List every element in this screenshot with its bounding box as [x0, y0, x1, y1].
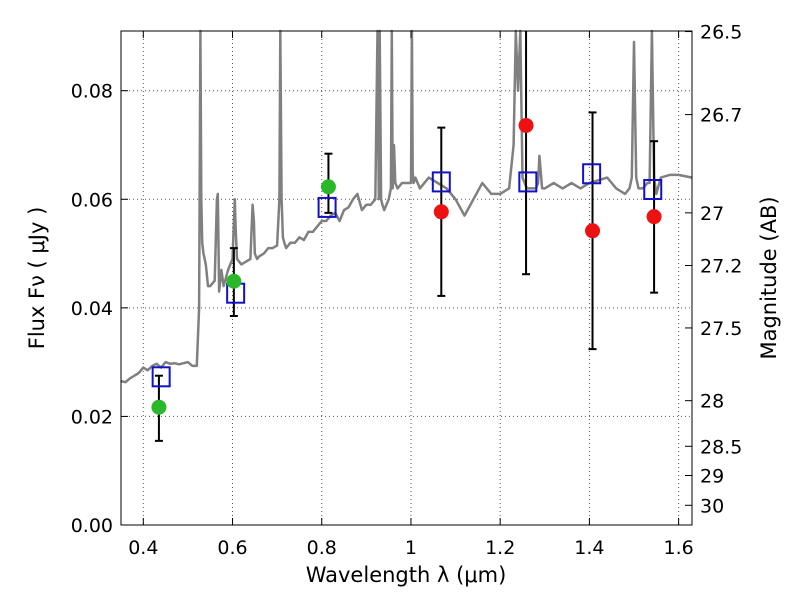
x-tick-label: 0.8 [307, 537, 337, 559]
y-tick-label: 0.06 [71, 189, 113, 211]
plot-frame [120, 30, 693, 526]
x-tick-label: 0.4 [128, 537, 158, 559]
y2-tick-label: 26.5 [700, 22, 742, 44]
x-tick-label: 1.2 [485, 537, 515, 559]
upper-limit-point [585, 223, 601, 239]
error-bars [154, 31, 659, 442]
axis-ticks: 0.4 0.6 0.8 1 1.2 1.4 1.6 0.00 0.02 0.04 0.06 0.08 2… [71, 22, 743, 559]
y-tick-label: 0.08 [71, 81, 113, 103]
y2-tick-label: 29 [700, 465, 724, 487]
model-photometry-square [643, 179, 663, 201]
detection-point [320, 179, 336, 195]
sed-model-series [120, 29, 693, 384]
model-photometry-square [317, 196, 337, 218]
y2-tick-label: 30 [700, 495, 724, 517]
y-axis-label: Flux Fν ( μJy ) [25, 207, 49, 350]
model-photometry-square [518, 171, 538, 193]
y2-tick-label: 27 [700, 203, 724, 225]
y-tick-label: 0.00 [71, 515, 113, 537]
y2-tick-label: 27.5 [700, 318, 742, 340]
model-photometry-square [431, 171, 451, 193]
detection-point [226, 273, 242, 289]
y2-axis-label: Magnitude (AB) [757, 196, 781, 359]
upper-limit-point [518, 117, 534, 133]
x-tick-label: 1 [405, 537, 417, 559]
upper-limit-point [433, 204, 449, 220]
model-photometry-square [151, 366, 171, 388]
x-tick-label: 0.6 [217, 537, 247, 559]
y2-tick-label: 27.2 [700, 256, 742, 278]
x-tick-label: 1.6 [664, 537, 694, 559]
y2-tick-label: 28 [700, 391, 724, 413]
model-photometry-square [582, 163, 602, 185]
detection-point [151, 399, 167, 415]
y-tick-label: 0.02 [71, 406, 113, 428]
y2-tick-label: 26.7 [700, 105, 742, 127]
y2-tick-label: 28.5 [700, 436, 742, 458]
sed-model-line [120, 29, 693, 384]
upper-limit-point [646, 209, 662, 225]
data-points [151, 117, 663, 415]
x-axis-label: Wavelength λ (μm) [306, 563, 507, 587]
x-tick-label: 1.4 [574, 537, 604, 559]
y-tick-label: 0.04 [71, 298, 113, 320]
